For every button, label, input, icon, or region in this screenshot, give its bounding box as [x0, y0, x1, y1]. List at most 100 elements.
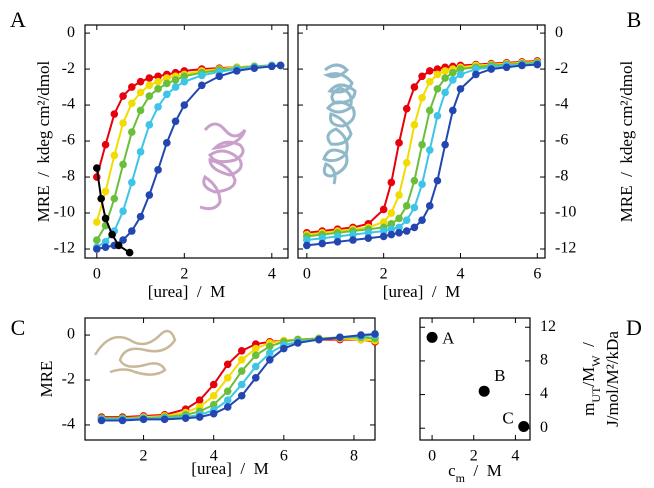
data-point — [139, 415, 148, 424]
data-point — [233, 67, 241, 75]
x-axis-label: [urea] / M — [191, 459, 268, 478]
data-point — [441, 74, 449, 82]
x-tick-label: 4 — [210, 448, 218, 465]
point-label: A — [442, 328, 455, 347]
x-axis-label-part: / M — [465, 461, 502, 480]
x-tick-label: 6 — [280, 448, 288, 465]
plot-frame — [419, 317, 531, 441]
data-point — [333, 232, 342, 241]
data-point — [433, 65, 442, 73]
data-point — [119, 160, 127, 169]
data-point — [402, 216, 411, 225]
data-point — [108, 230, 116, 239]
data-point — [318, 239, 327, 248]
data-point — [101, 187, 110, 196]
data-point — [250, 64, 259, 72]
data-point — [294, 339, 302, 347]
y-tick-label: -6 — [555, 132, 568, 149]
protein-a — [199, 122, 247, 211]
data-point — [379, 227, 388, 235]
data-point — [181, 414, 190, 423]
data-point — [357, 331, 365, 339]
y-axis-label-part: J/mol/M²/kDa — [603, 331, 622, 427]
x-tick-label: 0 — [428, 448, 436, 465]
data-point — [441, 140, 449, 149]
data-point — [268, 62, 276, 71]
data-point — [198, 71, 206, 80]
x-tick-label: 6 — [533, 266, 541, 283]
data-point — [128, 227, 136, 235]
data-point — [418, 72, 426, 81]
data-point — [433, 70, 442, 79]
data-point — [128, 128, 136, 136]
y-tick-label: -8 — [555, 168, 568, 185]
y-tick-label: 0 — [67, 24, 75, 41]
data-point — [128, 83, 136, 91]
y-tick-label: 12 — [540, 318, 556, 335]
data-point — [223, 403, 232, 411]
data-point — [410, 176, 419, 185]
data-point — [533, 60, 542, 69]
data-point — [171, 76, 180, 84]
data-point — [349, 236, 357, 244]
x-tick-label: 2 — [140, 448, 148, 465]
data-point — [449, 68, 457, 77]
data-point — [97, 416, 106, 425]
data-point — [426, 331, 438, 343]
data-point — [395, 223, 403, 232]
y-tick-label: -2 — [62, 371, 75, 388]
data-point — [387, 230, 396, 239]
data-point — [418, 216, 426, 225]
protein-c — [93, 329, 177, 376]
x-tick-label: 2 — [180, 266, 188, 283]
data-point — [472, 65, 480, 73]
data-point — [379, 205, 388, 214]
data-point — [145, 92, 154, 100]
data-point — [425, 77, 434, 86]
data-point — [119, 207, 127, 216]
data-point — [154, 77, 162, 86]
data-point — [180, 72, 189, 81]
data-point — [195, 396, 204, 405]
data-point — [163, 79, 171, 88]
data-point — [387, 225, 396, 234]
data-point — [237, 347, 246, 355]
data-point — [251, 351, 260, 360]
data-point — [160, 415, 169, 424]
data-point — [318, 234, 327, 243]
data-point — [118, 416, 127, 425]
data-point — [456, 65, 465, 73]
y-tick-label: -10 — [54, 204, 75, 221]
data-point — [449, 76, 457, 84]
data-point — [136, 106, 145, 115]
data-point — [125, 248, 134, 257]
data-point — [410, 83, 419, 91]
data-point — [237, 355, 246, 364]
data-point — [336, 333, 344, 342]
data-point — [402, 202, 411, 210]
data-point — [128, 99, 136, 108]
data-point — [93, 236, 101, 244]
plot-frame — [84, 317, 376, 441]
data-point — [163, 90, 171, 99]
data-point — [425, 146, 434, 154]
data-point — [502, 63, 511, 72]
y-tick-label: -4 — [555, 96, 568, 113]
y-tick-label: 4 — [540, 385, 548, 402]
data-point — [154, 85, 162, 93]
data-point — [136, 212, 145, 221]
x-tick-label: 2 — [470, 448, 478, 465]
panel-label: B — [627, 7, 642, 32]
data-point — [418, 180, 426, 189]
x-tick-label: 8 — [350, 448, 358, 465]
data-point — [128, 178, 136, 187]
data-point — [119, 236, 127, 244]
y-tick-label: -2 — [62, 60, 75, 77]
data-point — [276, 61, 285, 70]
data-point — [93, 164, 101, 172]
data-point — [433, 85, 442, 93]
data-point — [266, 342, 274, 351]
data-point — [119, 119, 127, 127]
data-point — [433, 112, 442, 120]
